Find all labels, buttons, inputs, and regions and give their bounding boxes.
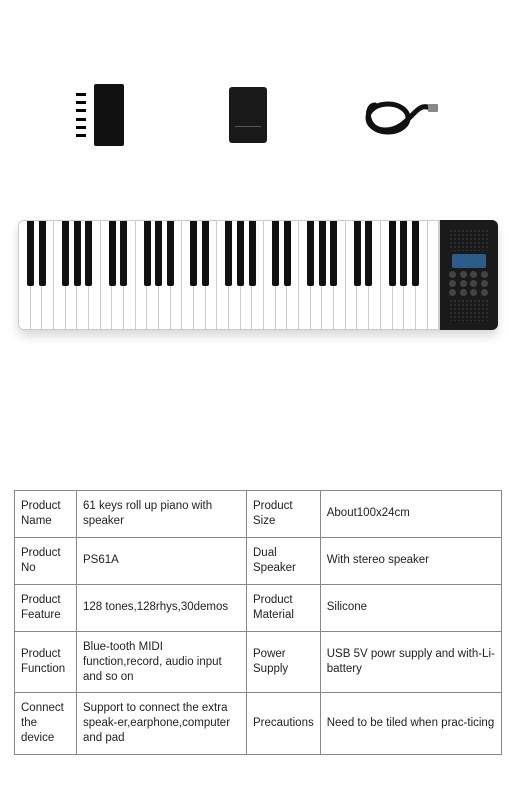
spec-value: PS61A xyxy=(77,537,247,584)
table-row: Connect the deviceSupport to connect the… xyxy=(15,693,502,755)
spec-label: Power Supply xyxy=(247,631,321,693)
black-key xyxy=(307,221,314,286)
spec-label: Product Material xyxy=(247,584,321,631)
accessory-row xyxy=(0,70,516,160)
black-key xyxy=(319,221,326,286)
spec-label: Product Feature xyxy=(15,584,77,631)
spec-label: Product Function xyxy=(15,631,77,693)
spec-label: Product Name xyxy=(15,491,77,538)
spec-value: With stereo speaker xyxy=(320,537,501,584)
battery-pack-image xyxy=(229,87,267,143)
black-key xyxy=(412,221,419,286)
black-key xyxy=(39,221,46,286)
spec-value: 128 tones,128rhys,30demos xyxy=(77,584,247,631)
black-key xyxy=(109,221,116,286)
black-key xyxy=(85,221,92,286)
mini-keys-icon xyxy=(76,90,94,140)
black-key xyxy=(74,221,81,286)
black-key xyxy=(144,221,151,286)
button-grid xyxy=(449,271,489,296)
black-key xyxy=(62,221,69,286)
spec-label: Connect the device xyxy=(15,693,77,755)
black-key xyxy=(27,221,34,286)
lcd-screen xyxy=(452,254,486,268)
spec-label: Precautions xyxy=(247,693,321,755)
black-key xyxy=(284,221,291,286)
usb-cable-image xyxy=(360,90,440,140)
spec-label: Dual Speaker xyxy=(247,537,321,584)
rollup-piano-image xyxy=(18,220,498,330)
black-key xyxy=(400,221,407,286)
spec-value: USB 5V powr supply and with-Li-battery xyxy=(320,631,501,693)
spec-value: 61 keys roll up piano with speaker xyxy=(77,491,247,538)
black-key xyxy=(365,221,372,286)
black-key xyxy=(272,221,279,286)
spec-value: Need to be tiled when prac-ticing xyxy=(320,693,501,755)
black-key xyxy=(330,221,337,286)
spec-value: Blue-tooth MIDI function,record, audio i… xyxy=(77,631,247,693)
control-unit xyxy=(440,220,498,330)
speaker-bottom xyxy=(449,299,489,321)
black-key xyxy=(202,221,209,286)
spec-value: About100x24cm xyxy=(320,491,501,538)
black-key xyxy=(237,221,244,286)
spec-value: Support to connect the extra speak-er,ea… xyxy=(77,693,247,755)
module-body xyxy=(94,84,124,146)
white-key xyxy=(428,221,440,329)
black-key xyxy=(354,221,361,286)
table-row: Product Name61 keys roll up piano with s… xyxy=(15,491,502,538)
spec-label: Product No xyxy=(15,537,77,584)
black-key xyxy=(249,221,256,286)
control-module-image xyxy=(76,80,136,150)
spec-label: Product Size xyxy=(247,491,321,538)
black-key xyxy=(120,221,127,286)
black-key xyxy=(167,221,174,286)
keyboard xyxy=(18,220,440,330)
speaker-top xyxy=(449,229,489,251)
black-key xyxy=(155,221,162,286)
black-key xyxy=(225,221,232,286)
black-key xyxy=(389,221,396,286)
table-row: Product FunctionBlue-tooth MIDI function… xyxy=(15,631,502,693)
table-row: Product Feature128 tones,128rhys,30demos… xyxy=(15,584,502,631)
black-key xyxy=(190,221,197,286)
table-row: Product NoPS61ADual SpeakerWith stereo s… xyxy=(15,537,502,584)
spec-value: Silicone xyxy=(320,584,501,631)
spec-table: Product Name61 keys roll up piano with s… xyxy=(14,490,502,755)
